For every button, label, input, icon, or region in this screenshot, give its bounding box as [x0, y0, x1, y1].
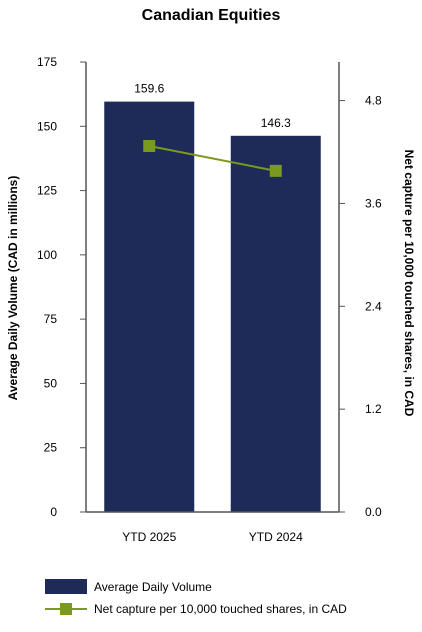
line-point-marker	[269, 164, 282, 177]
line-series-net-capture	[149, 145, 276, 172]
axes-layer: 0 25 50 75 100 125 150 175 0.0 1.2 2.4 3.6 4.8 YTD 20…	[37, 55, 382, 544]
line-point-marker	[143, 140, 156, 152]
x-tick-label: YTD 2024	[249, 530, 303, 544]
bar	[230, 135, 321, 513]
y-tick-label-left: 125	[37, 184, 57, 198]
y-tick-label-left: 175	[37, 55, 57, 69]
chart-title: Canadian Equities	[142, 7, 281, 24]
legend-swatch-average-daily-volume	[45, 579, 87, 594]
legend-label-average-daily-volume: Average Daily Volume	[94, 580, 212, 594]
bar	[104, 101, 195, 512]
labels-layer: 159.6 146.3	[134, 82, 291, 130]
y-tick-label-left: 50	[44, 376, 58, 390]
bar-data-label: 159.6	[134, 82, 164, 96]
y-tick-label-right: 0.0	[365, 505, 382, 519]
y-tick-label-right: 2.4	[365, 299, 382, 313]
legend-label-net-capture: Net capture per 10,000 touched shares, i…	[94, 602, 347, 616]
bar-data-label: 146.3	[261, 116, 291, 130]
legend: Average Daily Volume Net capture per 10,…	[45, 579, 347, 616]
line-layer	[143, 140, 282, 177]
y-tick-label-left: 75	[44, 312, 58, 326]
y-axis-label-left: Average Daily Volume (CAD in millions)	[6, 176, 20, 401]
y-tick-label-right: 4.8	[365, 94, 382, 108]
legend-marker-net-capture	[60, 603, 72, 615]
y-axis-label-right: Net capture per 10,000 touched shares, i…	[402, 150, 416, 417]
y-tick-label-right: 1.2	[365, 402, 382, 416]
x-tick-label: YTD 2025	[122, 530, 176, 544]
y-tick-label-left: 150	[37, 119, 57, 133]
y-tick-label-left: 25	[44, 441, 58, 455]
y-tick-label-left: 100	[37, 248, 57, 262]
y-tick-label-right: 3.6	[365, 196, 382, 210]
bars-layer	[104, 101, 321, 513]
y-tick-label-left: 0	[50, 505, 57, 519]
